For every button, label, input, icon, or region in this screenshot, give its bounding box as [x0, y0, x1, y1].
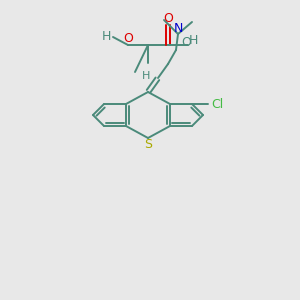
Text: Cl: Cl [211, 98, 223, 110]
Text: S: S [144, 139, 152, 152]
Text: H: H [142, 71, 150, 81]
Text: O: O [123, 32, 133, 46]
Text: H: H [101, 31, 111, 44]
Text: N: N [173, 22, 183, 34]
Text: H: H [188, 34, 198, 47]
Text: O: O [163, 11, 173, 25]
Text: O: O [181, 37, 191, 50]
